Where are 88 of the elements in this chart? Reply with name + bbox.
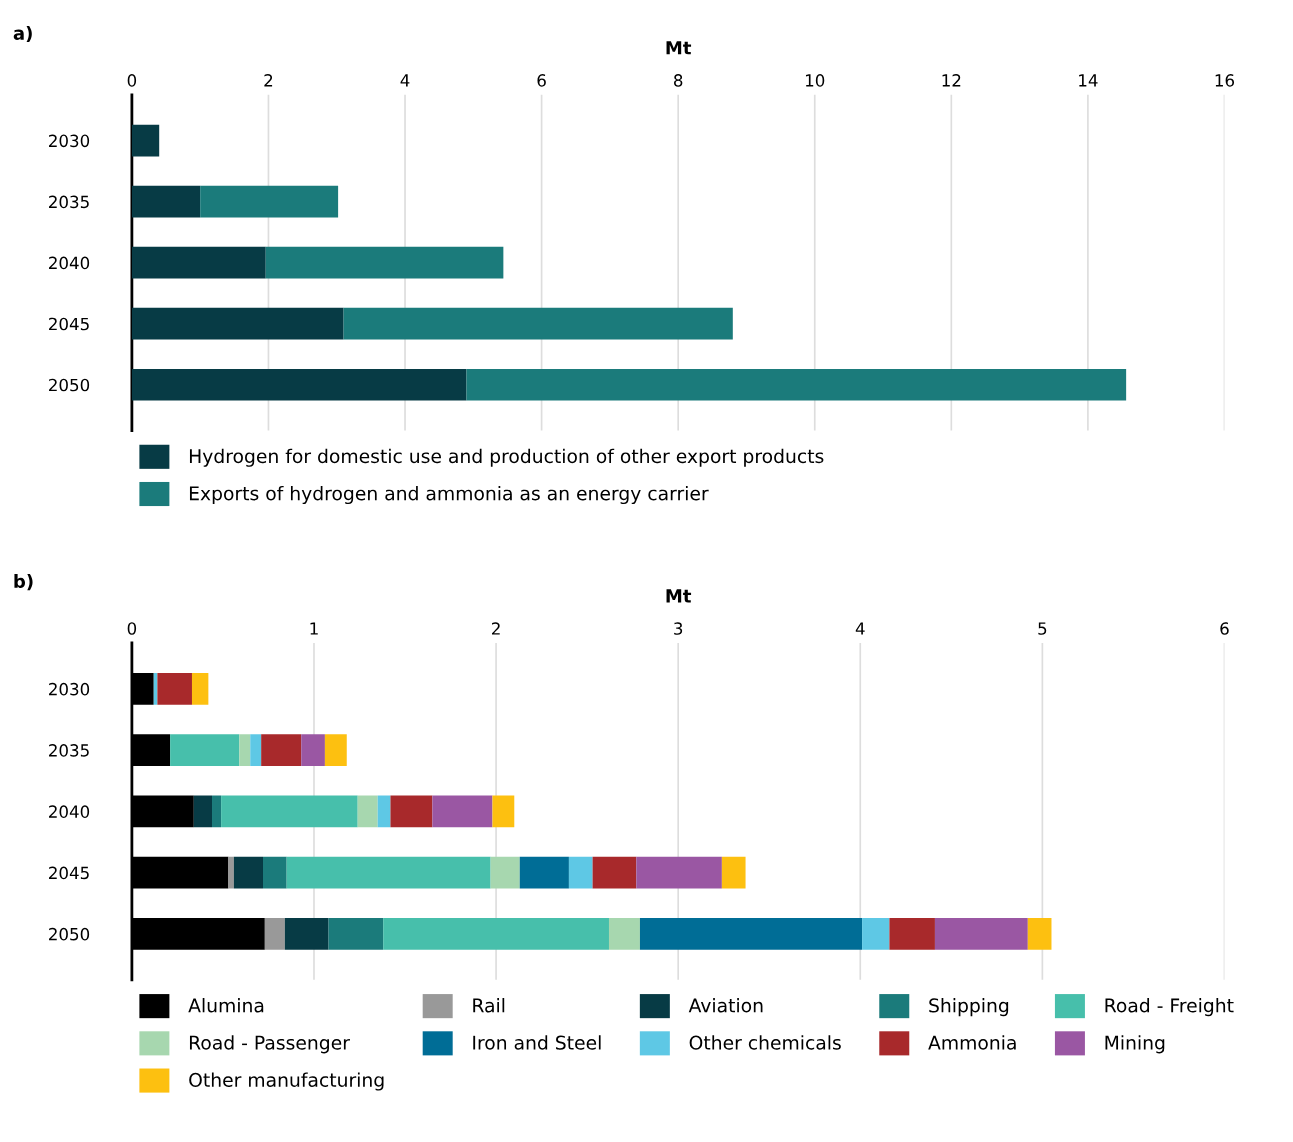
bar [343, 307, 733, 340]
bar [608, 917, 640, 950]
bar [721, 856, 746, 889]
bar [233, 856, 263, 889]
bar [261, 734, 302, 767]
legend-label: Hydrogen for domestic use and production of other export products [189, 448, 824, 467]
legend-label: Other manufacturing [189, 1072, 384, 1091]
bar [377, 795, 391, 828]
bar [131, 307, 344, 340]
bar [131, 246, 266, 279]
x-tick-label: 1 [310, 622, 318, 635]
bar [200, 185, 339, 218]
bar [131, 124, 160, 157]
x-tick-label: 12 [942, 74, 961, 87]
chart-title: b) [14, 574, 33, 591]
bar [131, 185, 201, 218]
bar [490, 856, 520, 889]
bar [250, 734, 262, 767]
legend-label: Iron and Steel [473, 1035, 601, 1050]
bar [636, 856, 722, 889]
y-tick-label: 2045 [49, 317, 89, 331]
bar [862, 917, 890, 950]
x-tick-label: 2 [492, 622, 500, 635]
y-tick-label: 2030 [49, 682, 90, 696]
x-axis-title: Mt [666, 589, 692, 603]
bar [432, 795, 493, 828]
legend-label: Alumina [188, 998, 264, 1013]
x-tick-label: 0 [127, 622, 137, 635]
legend-label: Rail [473, 998, 505, 1013]
x-tick-label: 5 [1038, 622, 1047, 635]
y-tick-label: 2035 [49, 744, 89, 757]
bar [265, 246, 504, 279]
bar [324, 734, 347, 767]
bar [191, 672, 209, 705]
legend-label: Mining [1105, 1035, 1165, 1054]
chart-title: a) [13, 25, 32, 43]
bar [193, 795, 213, 828]
x-tick-label: 3 [674, 622, 683, 635]
bar [328, 917, 384, 950]
bar [212, 795, 222, 828]
bar [383, 917, 609, 950]
bar [357, 795, 378, 828]
x-tick-label: 2 [264, 74, 273, 87]
bar [639, 917, 863, 950]
legend-label: Road - Freight [1105, 998, 1234, 1017]
y-tick-label: 2050 [49, 378, 90, 392]
bar [519, 856, 569, 889]
y-tick-label: 2030 [49, 134, 90, 148]
bar [301, 734, 325, 767]
legend-label: Ammonia [928, 1035, 1016, 1050]
y-tick-label: 2040 [49, 256, 90, 270]
legend-label: Shipping [929, 998, 1009, 1017]
x-tick-label: 16 [1215, 74, 1235, 87]
bar [284, 917, 329, 950]
bar [934, 917, 1028, 950]
bar [889, 917, 935, 950]
x-tick-label: 0 [127, 74, 137, 87]
bar [157, 672, 192, 705]
bar [264, 917, 285, 950]
x-tick-label: 8 [674, 74, 683, 87]
bar [1027, 917, 1052, 950]
bar [221, 795, 358, 828]
bar [228, 856, 234, 889]
bar [170, 734, 240, 767]
y-tick-label: 2035 [49, 195, 89, 209]
bar [239, 734, 251, 767]
bar [592, 856, 637, 889]
x-tick-label: 4 [400, 74, 410, 87]
legend-label: Exports of hydrogen and ammonia as an energy carrier [189, 485, 709, 505]
y-tick-label: 2040 [49, 805, 90, 818]
bar [568, 856, 593, 889]
bar [286, 856, 491, 889]
x-axis-title: Mt [666, 41, 692, 55]
x-tick-label: 10 [805, 74, 825, 87]
bar [492, 795, 515, 828]
x-tick-label: 6 [1220, 622, 1229, 635]
y-tick-label: 2045 [49, 866, 89, 880]
x-tick-label: 14 [1079, 74, 1098, 87]
bar [131, 368, 467, 401]
legend-label: Other chemicals [689, 1035, 841, 1050]
legend-label: Aviation [688, 998, 763, 1013]
y-tick-label: 2050 [49, 927, 90, 941]
legend-label: Road - Passenger [189, 1035, 350, 1054]
bar [466, 368, 1127, 401]
x-tick-label: 4 [855, 622, 865, 635]
bar [263, 856, 287, 889]
bar [390, 795, 433, 828]
x-tick-label: 6 [537, 74, 546, 87]
